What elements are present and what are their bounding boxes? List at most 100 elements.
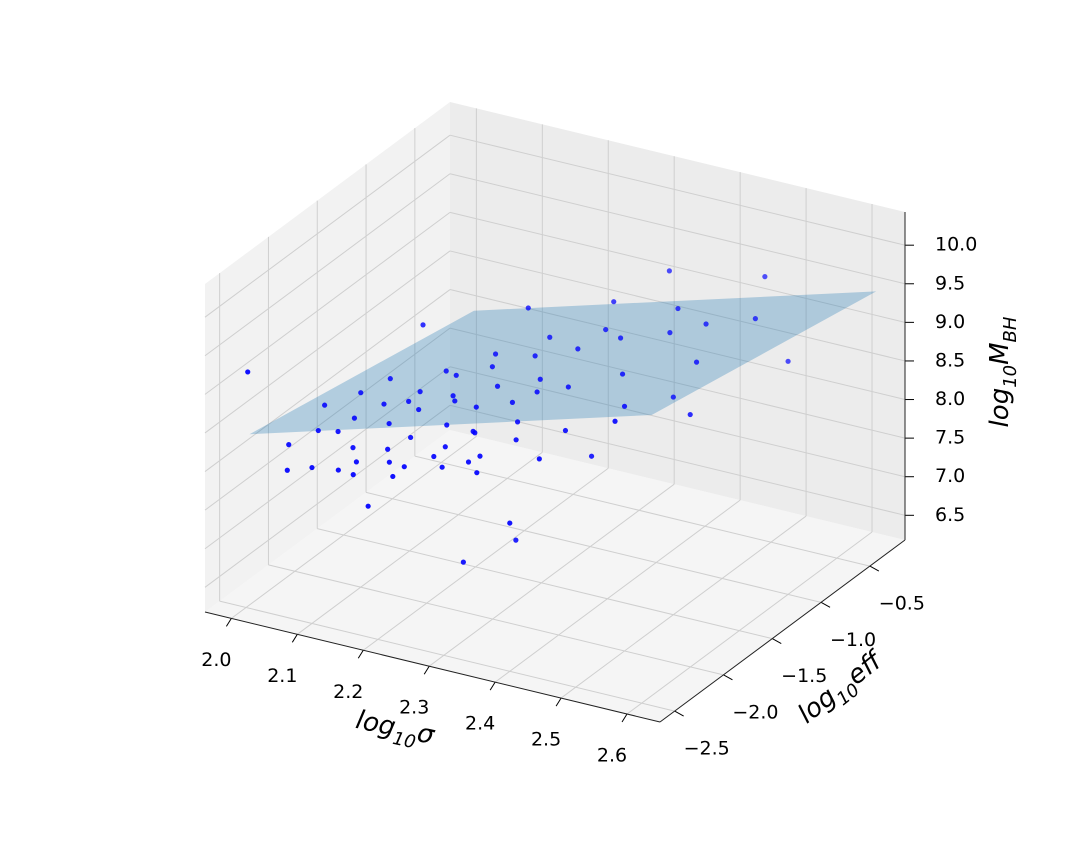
data-point — [386, 459, 392, 465]
data-point — [612, 418, 618, 424]
axis-line — [659, 539, 906, 723]
data-point — [752, 316, 758, 322]
grid-line — [626, 531, 873, 715]
data-point — [335, 428, 341, 435]
data-point — [353, 459, 360, 465]
data-point — [536, 456, 542, 462]
z-tick-label: 10.0 — [935, 234, 977, 256]
grid-line — [365, 491, 822, 603]
floor-pane — [205, 430, 905, 722]
data-point — [431, 453, 437, 460]
data-point — [494, 383, 501, 389]
z-tick-label: 9.0 — [935, 311, 965, 333]
data-point — [350, 445, 356, 451]
z-tick-label: 9.5 — [935, 272, 965, 294]
data-point — [284, 467, 290, 473]
y-tick-label: −0.5 — [879, 593, 925, 615]
label-part: 10 — [1000, 365, 1021, 388]
data-point — [547, 334, 553, 340]
x-tick-label: 2.5 — [531, 729, 561, 751]
grid-line — [449, 173, 906, 285]
data-point — [588, 453, 595, 459]
data-point — [565, 384, 571, 390]
data-point — [617, 335, 624, 341]
tick-mark — [869, 565, 880, 572]
data-point — [670, 394, 676, 400]
grid-line — [414, 455, 870, 567]
zlabel-label: log10MBH — [985, 316, 1021, 427]
data-point — [675, 305, 681, 312]
data-point — [322, 402, 328, 408]
tick-mark — [291, 634, 298, 643]
data-point — [489, 364, 495, 370]
data-point — [390, 473, 396, 480]
x-tick-label: 2.0 — [201, 649, 231, 671]
grid-line — [204, 327, 451, 511]
grid-line — [204, 173, 451, 357]
data-point — [358, 390, 364, 396]
tick-mark — [423, 665, 430, 675]
grid-line — [449, 250, 906, 362]
data-point — [350, 472, 356, 478]
label-part: log — [985, 388, 1015, 428]
grid-line — [219, 600, 675, 712]
z-tick-label: 8.0 — [935, 388, 965, 410]
label-part: log — [353, 705, 398, 743]
data-point — [365, 503, 371, 509]
grid-line — [428, 483, 675, 667]
x-tick-label: 2.4 — [465, 713, 495, 735]
data-point — [687, 411, 693, 418]
data-point — [444, 422, 450, 428]
tick-mark — [621, 713, 628, 723]
data-point — [603, 326, 609, 333]
data-point — [492, 351, 499, 357]
x-tick-label: 2.6 — [597, 745, 627, 767]
data-point — [245, 369, 251, 375]
data-point — [470, 428, 476, 434]
data-point — [286, 442, 292, 448]
tick-mark — [489, 681, 496, 691]
z-tick-label: 7.0 — [935, 465, 965, 487]
z-tick-label: 8.5 — [935, 349, 965, 371]
data-point — [532, 353, 538, 359]
tick-mark — [723, 674, 733, 681]
axis-line — [204, 611, 661, 723]
data-point — [562, 427, 569, 434]
grid-line — [560, 515, 807, 699]
tick-mark — [820, 601, 831, 608]
y-tick-label: −2.5 — [684, 738, 730, 760]
grid-line — [449, 327, 906, 439]
data-point — [465, 459, 472, 465]
data-point — [442, 444, 448, 450]
data-point — [534, 389, 540, 395]
ylabel-label: log10eff — [792, 644, 893, 734]
data-point — [762, 274, 768, 280]
grid-line — [231, 435, 477, 619]
data-point — [575, 346, 581, 352]
data-point — [507, 520, 513, 526]
data-point — [703, 321, 709, 327]
grid-line — [268, 564, 724, 676]
label-part: BH — [1000, 316, 1021, 342]
data-point — [439, 464, 445, 470]
grid-line — [204, 211, 451, 395]
data-point — [386, 420, 392, 427]
x-tick-label: 2.3 — [399, 697, 429, 719]
label-part: 10 — [391, 728, 418, 753]
data-point — [513, 437, 519, 443]
grid-line — [449, 134, 906, 246]
data-point — [611, 299, 617, 305]
data-point — [619, 371, 626, 377]
data-point — [513, 537, 519, 543]
grid-line — [204, 134, 451, 318]
grid-line — [449, 211, 906, 323]
side-pane — [205, 102, 450, 612]
fit-plane — [249, 291, 877, 435]
grid-line — [317, 528, 773, 640]
tick-mark — [225, 618, 232, 627]
grid-line — [204, 250, 451, 434]
tick-mark — [555, 697, 562, 707]
grid-line — [449, 404, 906, 516]
x-tick-label: 2.1 — [267, 665, 297, 687]
